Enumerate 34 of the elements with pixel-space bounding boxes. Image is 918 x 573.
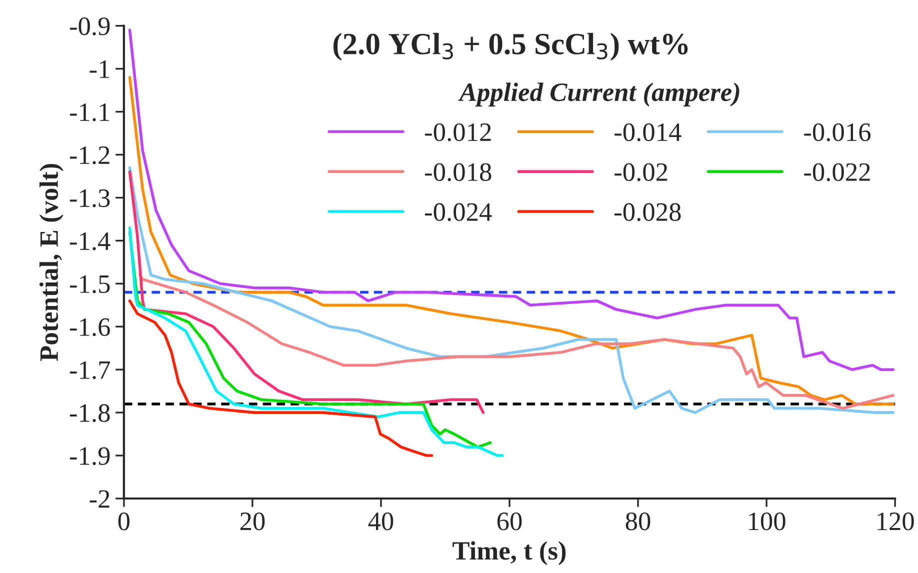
legend-label: -0.022 — [804, 163, 870, 182]
x-axis-title: Time, t (s) — [452, 541, 566, 566]
legend-label: -0.028 — [614, 203, 681, 222]
legend-label: -0.02 — [614, 163, 668, 182]
y-tick-label: -1.9 — [70, 447, 110, 466]
x-tick-label: 40 — [368, 512, 394, 530]
y-tick-label: -2 — [90, 490, 110, 508]
y-tick-label: -1.7 — [70, 361, 110, 380]
y-tick-label: -0.9 — [70, 17, 110, 36]
y-axis-title: Potential, E (volt) — [39, 164, 64, 361]
x-tick-label: 80 — [626, 512, 650, 530]
legend-label: -0.016 — [804, 123, 871, 142]
x-tick-label: 60 — [497, 512, 522, 530]
y-tick-label: -1.1 — [70, 103, 110, 122]
line-series — [128, 299, 434, 457]
line-series — [128, 28, 895, 371]
y-tick-label: -1.3 — [70, 189, 110, 208]
y-tick-label: -1 — [90, 60, 110, 78]
y-tick-label: -1.2 — [70, 146, 110, 164]
y-tick-label: -1.6 — [70, 318, 110, 336]
legend-label: -0.018 — [425, 163, 492, 182]
x-tick-label: 100 — [749, 512, 786, 530]
x-tick-label: 0 — [118, 512, 130, 530]
y-tick-label: -1.5 — [70, 275, 110, 294]
legend-label: -0.012 — [425, 123, 491, 142]
legend-label: -0.014 — [614, 123, 682, 142]
legend-label: -0.024 — [425, 203, 492, 222]
chart-title: (2.0 YCl$_{3}$ + 0.5 ScCl$_{3}$) wt% — [333, 32, 688, 61]
y-tick-label: -1.8 — [70, 404, 110, 422]
y-tick-label: -1.4 — [70, 232, 110, 250]
legend-title: Applied Current (ampere) — [458, 82, 740, 107]
x-tick-label: 120 — [878, 512, 914, 530]
x-tick-label: 20 — [240, 512, 265, 530]
line-series — [138, 274, 895, 410]
